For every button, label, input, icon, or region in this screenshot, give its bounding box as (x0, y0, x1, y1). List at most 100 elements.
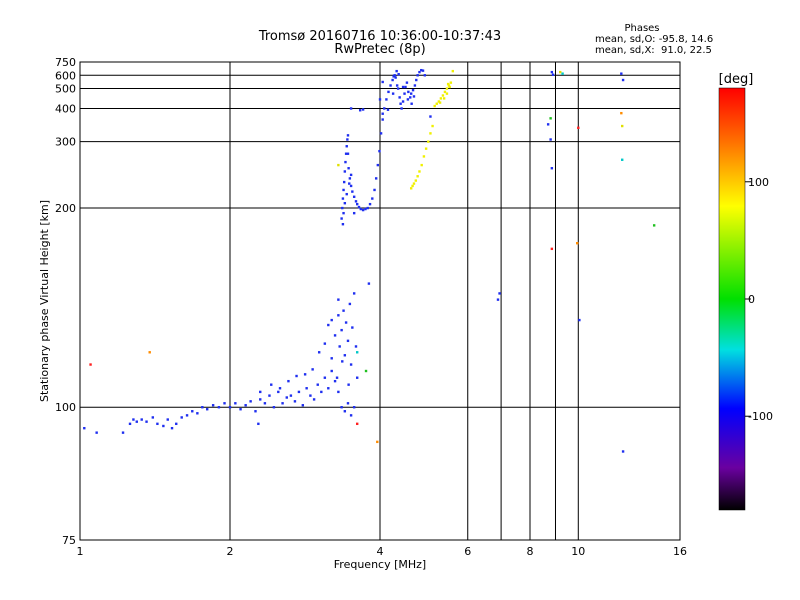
data-point (293, 400, 297, 403)
data-point (316, 383, 319, 386)
data-point (305, 387, 308, 390)
data-point (551, 73, 555, 76)
data-point (351, 326, 354, 329)
data-point (297, 390, 301, 394)
data-point (364, 207, 367, 211)
x-tick-labels: 1 2 4 6 8 10 16 (77, 545, 688, 558)
data-point (259, 398, 262, 401)
data-point (348, 177, 352, 180)
data-point (175, 422, 178, 426)
data-point (576, 242, 579, 245)
data-point (347, 167, 350, 170)
data-point (447, 84, 451, 87)
data-point (338, 345, 341, 348)
data-point (411, 184, 414, 188)
data-point (391, 78, 394, 82)
x-tick-label: 4 (377, 545, 384, 558)
data-point (394, 76, 397, 79)
data-point (289, 394, 293, 397)
data-point (546, 123, 550, 126)
data-point (156, 422, 159, 426)
data-point (83, 426, 86, 430)
data-point (335, 376, 339, 379)
data-point (317, 351, 321, 354)
data-point (355, 351, 359, 354)
data-point (349, 184, 353, 188)
data-point (446, 82, 450, 86)
data-point (445, 92, 449, 95)
data-point (418, 70, 421, 74)
data-point (416, 175, 419, 178)
data-point (396, 87, 400, 90)
data-point (259, 390, 262, 394)
data-point (621, 158, 624, 161)
data-point (373, 188, 376, 192)
data-point (348, 182, 351, 185)
data-point (254, 410, 257, 413)
data-point (346, 402, 350, 405)
data-point (312, 398, 316, 401)
data-point (378, 98, 382, 101)
data-point (323, 342, 327, 345)
data-point (374, 177, 378, 180)
data-point (420, 68, 423, 72)
data-point (411, 88, 415, 92)
data-point (151, 416, 155, 419)
data-point (277, 390, 280, 394)
data-point (415, 78, 418, 82)
colorbar-label: [deg] (719, 72, 754, 87)
data-point (327, 387, 330, 390)
data-point (342, 180, 346, 184)
data-point (423, 74, 426, 77)
chart-subtitle: RwPretec (8p) (334, 42, 425, 57)
data-point (418, 170, 421, 173)
data-point (340, 217, 343, 220)
data-point (333, 334, 337, 337)
data-point (239, 408, 242, 411)
data-point (352, 292, 356, 295)
data-point (401, 85, 405, 89)
stats-o-mode: mean, sd,O: -95.8, 14.6 (595, 34, 713, 45)
data-point (223, 402, 226, 405)
data-point (424, 147, 428, 150)
y-tick-label: 300 (55, 136, 76, 149)
data-point (550, 167, 554, 170)
data-point (398, 96, 401, 99)
data-point (364, 369, 368, 373)
data-point (354, 200, 358, 203)
data-point (148, 351, 151, 354)
data-point (498, 292, 501, 295)
data-point (323, 376, 327, 379)
data-point (438, 101, 442, 104)
data-point (344, 160, 347, 164)
data-point (343, 410, 347, 413)
data-point (451, 69, 455, 73)
data-point (337, 314, 340, 317)
y-tick-label: 100 (55, 401, 76, 414)
data-point (341, 223, 345, 226)
data-point (327, 323, 330, 327)
colorbar-ticks: 100 0 -100 (745, 176, 773, 423)
plot-frame (79, 61, 681, 541)
data-point (395, 84, 399, 87)
data-point (145, 420, 148, 423)
data-point (270, 383, 273, 386)
colorbar-tick-label: 100 (748, 176, 769, 189)
data-point (381, 118, 384, 121)
data-point (342, 211, 345, 215)
x-axis-label: Frequency [MHz] (334, 558, 426, 571)
data-point (366, 206, 369, 210)
data-point (381, 80, 384, 84)
data-point (345, 145, 348, 148)
data-point (217, 406, 221, 409)
data-point (442, 97, 446, 100)
data-point (343, 170, 347, 173)
y-tick-label: 400 (55, 102, 76, 115)
data-point (128, 422, 132, 426)
data-point (301, 404, 305, 407)
y-tick-label: 750 (55, 56, 76, 69)
data-point (437, 100, 441, 103)
data-point (431, 124, 434, 128)
data-point (621, 78, 625, 82)
